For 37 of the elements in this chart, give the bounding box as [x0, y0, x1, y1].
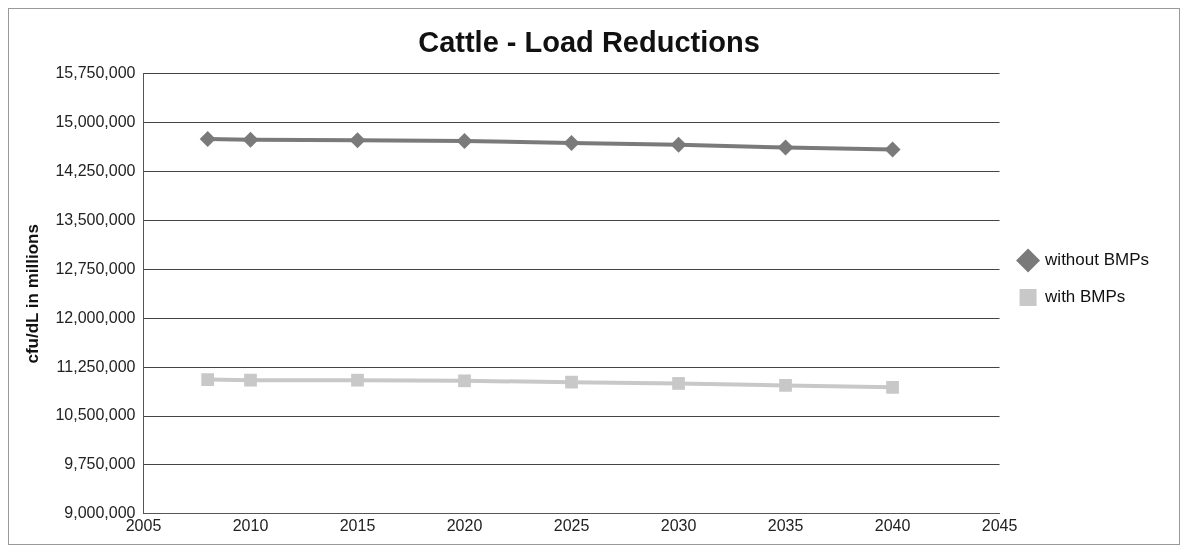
- y-tick-label: 9,750,000: [64, 455, 136, 473]
- point: [779, 379, 792, 392]
- x-tick-label: 2020: [446, 516, 483, 534]
- point: [199, 130, 216, 147]
- x-tick-label: 2045: [981, 516, 1018, 534]
- point: [777, 139, 794, 156]
- point: [670, 136, 687, 153]
- x-tick-label: 2035: [767, 516, 804, 534]
- point: [242, 131, 259, 148]
- y-tick-label: 10,500,000: [55, 406, 136, 424]
- y-tick-label: 14,250,000: [55, 161, 136, 179]
- chart-title: Cattle - Load Reductions: [418, 26, 760, 59]
- legend-label: without BMPs: [1044, 250, 1150, 270]
- legend-label: with BMPs: [1044, 287, 1126, 307]
- point: [884, 141, 901, 158]
- y-tick-label: 12,750,000: [55, 259, 136, 277]
- point: [351, 373, 364, 387]
- y-axis-title: cfu/dL in millions: [22, 224, 42, 364]
- y-tick-label: 15,750,000: [55, 64, 136, 82]
- point: [565, 375, 578, 389]
- point: [458, 374, 471, 388]
- x-tick-label: 2010: [232, 516, 269, 534]
- point: [201, 373, 215, 386]
- y-tick-label: 11,250,000: [56, 357, 136, 375]
- point: [563, 134, 580, 151]
- y-tick-label: 13,500,000: [55, 210, 136, 228]
- x-tick-label: 2040: [874, 516, 911, 534]
- x-tick-label: 2025: [553, 516, 590, 534]
- point: [672, 377, 685, 390]
- y-tick-label: 15,000,000: [55, 113, 136, 131]
- point: [456, 132, 473, 149]
- point: [244, 373, 257, 387]
- x-tick-label: 2030: [660, 516, 697, 534]
- y-tick-label: 12,000,000: [55, 308, 136, 326]
- point: [349, 132, 366, 149]
- point: [886, 380, 899, 394]
- x-tick-label: 2015: [339, 516, 376, 534]
